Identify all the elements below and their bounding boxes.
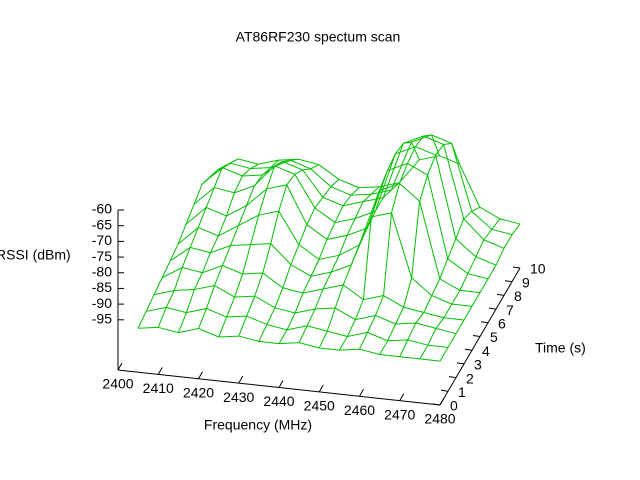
surface-column [258, 178, 340, 342]
z-tick-label: -75 [92, 248, 112, 264]
x-tick-label: 2420 [183, 384, 214, 400]
surface-column [359, 134, 440, 350]
x-tick-label: 2460 [344, 402, 375, 418]
chart-title: AT86RF230 spectum scan [236, 29, 401, 45]
surface-row [185, 162, 489, 280]
y-tick [504, 280, 513, 283]
y-tick [480, 321, 489, 324]
x-tick [359, 389, 364, 397]
y-tick [448, 376, 457, 379]
x-tick-label: 2480 [424, 411, 455, 427]
surface-row [217, 155, 521, 225]
y-tick-label: 2 [466, 370, 474, 386]
x-tick-label: 2450 [304, 398, 335, 414]
y-tick [456, 362, 465, 365]
surface-column [238, 164, 319, 337]
surface-row [154, 284, 457, 335]
z-tick-label: -70 [92, 232, 112, 248]
surface-column [278, 187, 360, 344]
y-tick-label: 3 [474, 357, 482, 373]
z-tick-label: -65 [92, 216, 112, 232]
surface-column [298, 186, 380, 343]
surface-row [146, 306, 449, 348]
x-tick [117, 362, 123, 371]
x-tick-label: 2410 [143, 380, 174, 396]
z-tick-label: -85 [92, 279, 112, 295]
x-tick-label: 2400 [102, 376, 133, 392]
x-tick-label: 2430 [223, 389, 254, 405]
surface-column [379, 142, 461, 355]
y-tick-label: 9 [522, 274, 530, 290]
surface-row [138, 326, 441, 362]
x-tick [198, 371, 203, 379]
surface-row [161, 264, 465, 321]
x-tick [157, 367, 163, 375]
y-tick [512, 266, 521, 269]
x-axis-label: Frequency (MHz) [204, 417, 312, 433]
y-tick [472, 335, 481, 337]
x-tick [318, 384, 324, 393]
y-tick [496, 293, 505, 296]
y-tick-label: 4 [482, 343, 490, 359]
y-tick-label: 0 [450, 398, 458, 414]
y-axis-label: Time (s) [535, 340, 586, 356]
x-tick-label: 2440 [263, 393, 294, 409]
z-axis-label: RSSI (dBm) [0, 247, 71, 263]
surface-row [209, 134, 513, 236]
x-tick-label: 2470 [384, 406, 415, 422]
z-tick-label: -60 [92, 201, 112, 217]
surface-column [177, 163, 259, 333]
surface-column [218, 158, 299, 338]
surface-column [338, 141, 420, 351]
surface-column [419, 218, 501, 360]
surface-row [201, 135, 505, 249]
surface-column [157, 158, 239, 328]
surface-column [399, 206, 480, 357]
y-tick-label: 1 [458, 384, 466, 400]
z-tick-label: -90 [92, 295, 112, 311]
y-tick-label: 6 [498, 316, 506, 332]
surface-column [439, 223, 521, 362]
y-tick-label: 5 [490, 329, 498, 345]
y-tick [440, 389, 449, 392]
x-tick [399, 393, 405, 401]
surface-row [177, 182, 481, 294]
y-tick [432, 403, 441, 406]
y-tick-label: 7 [506, 302, 514, 318]
x-tick [278, 380, 284, 388]
surface-column [137, 168, 219, 329]
surface-column [198, 159, 279, 329]
z-tick-label: -95 [92, 311, 112, 327]
y-tick-label: 10 [530, 261, 546, 277]
y-tick [464, 348, 473, 351]
surface-row [193, 146, 497, 266]
y-tick [488, 307, 497, 310]
z-tick-label: -80 [92, 263, 112, 279]
x-tick [238, 375, 244, 384]
y-tick-label: 8 [514, 288, 522, 304]
x-tick [439, 397, 445, 406]
surface-column [318, 182, 400, 349]
surface-row [169, 212, 473, 307]
